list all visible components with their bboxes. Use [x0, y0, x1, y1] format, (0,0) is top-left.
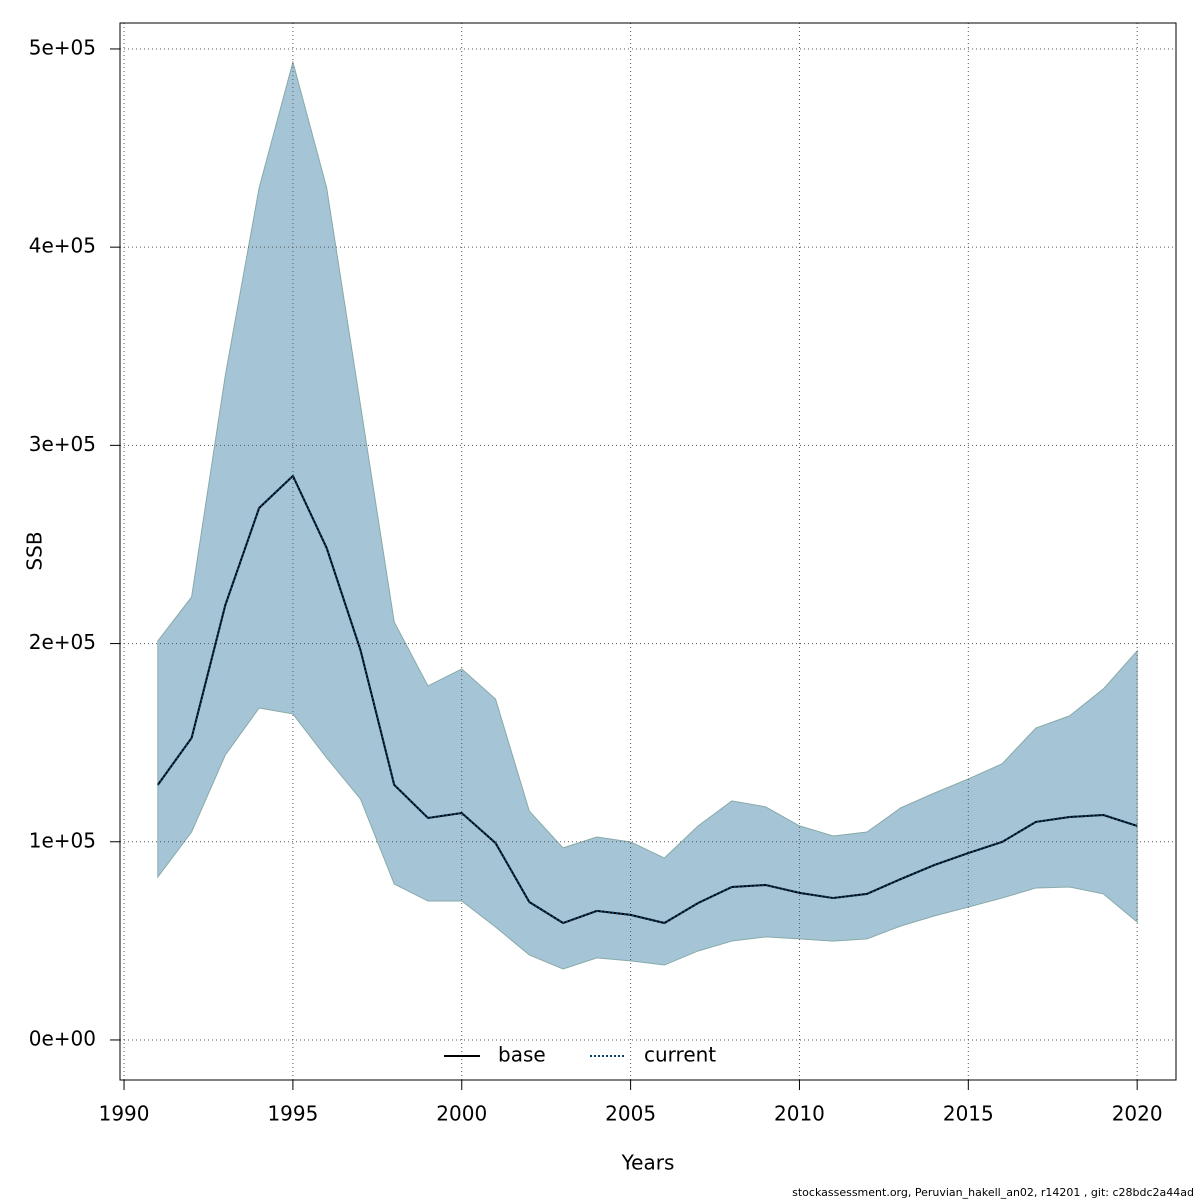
- y-tick-label: 3e+05: [29, 432, 96, 456]
- confidence-band: [157, 60, 1138, 970]
- y-tick-label: 2e+05: [29, 630, 96, 654]
- x-tick-label: 2020: [1112, 1102, 1163, 1126]
- legend-label: base: [498, 1043, 546, 1067]
- series-line: [157, 474, 1138, 925]
- x-tick-label: 2015: [943, 1102, 994, 1126]
- y-tick-label: 1e+05: [29, 828, 96, 852]
- x-axis-label: Years: [621, 1151, 675, 1175]
- x-tick-label: 2010: [774, 1102, 825, 1126]
- x-tick-label: 2000: [436, 1102, 487, 1126]
- y-axis-label: SSB: [23, 531, 47, 570]
- x-tick-label: 1995: [267, 1102, 318, 1126]
- x-tick-label: 1990: [99, 1102, 150, 1126]
- y-tick-label: 5e+05: [29, 35, 96, 59]
- x-tick-label: 2005: [605, 1102, 656, 1126]
- y-tick-label: 0e+00: [29, 1026, 96, 1050]
- footer: stockassessment.org, Peruvian_hakell_an0…: [792, 1186, 1194, 1199]
- legend-label: current: [644, 1043, 716, 1067]
- y-tick-label: 4e+05: [29, 234, 96, 258]
- plot-frame: [119, 22, 1177, 1081]
